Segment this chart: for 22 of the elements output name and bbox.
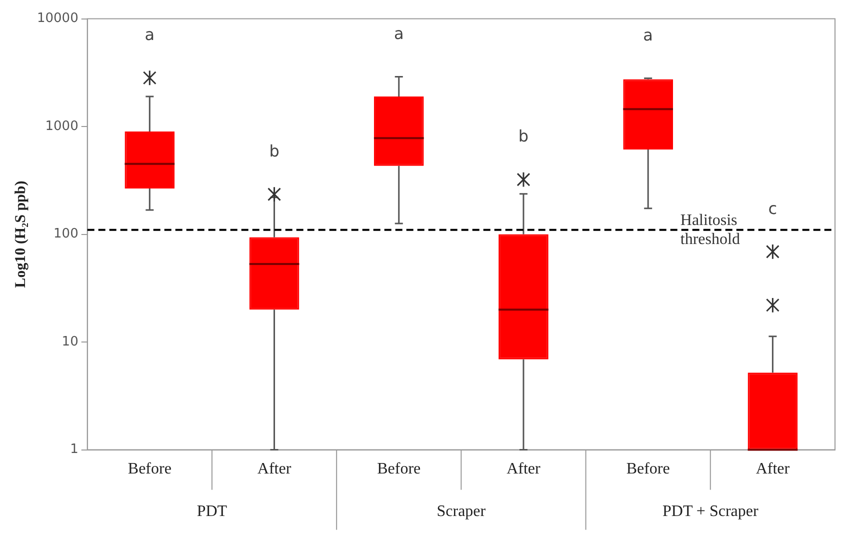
text: PDT + Scraper <box>662 503 759 520</box>
x-tick-label: After <box>756 460 790 478</box>
annotation: c <box>768 198 778 218</box>
text: PDT <box>196 503 228 520</box>
x-tick-label: Before <box>377 460 421 478</box>
annotation: a <box>394 24 404 43</box>
y-axis-title: Log10 (H₂S ppb) <box>12 180 29 288</box>
annotation: b <box>269 141 280 160</box>
x-tick-label: After <box>506 460 542 478</box>
y-tick-label: 1000 <box>45 118 78 134</box>
x-tick-label: Before <box>626 460 670 478</box>
ref-line-label: Halitosis threshold <box>680 212 740 248</box>
y-tick-label: 1 <box>70 442 78 458</box>
annotation: b <box>518 126 529 146</box>
y-tick-label: 10 <box>62 334 78 350</box>
annotation: a <box>643 25 653 44</box>
y-tick-label: 10000 <box>36 11 78 26</box>
x-tick-label: Before <box>128 460 172 478</box>
annotation: a <box>144 25 155 44</box>
x-tick-label: After <box>257 460 292 478</box>
y-tick-label: 100 <box>54 226 78 242</box>
text: Scraper <box>436 503 486 520</box>
